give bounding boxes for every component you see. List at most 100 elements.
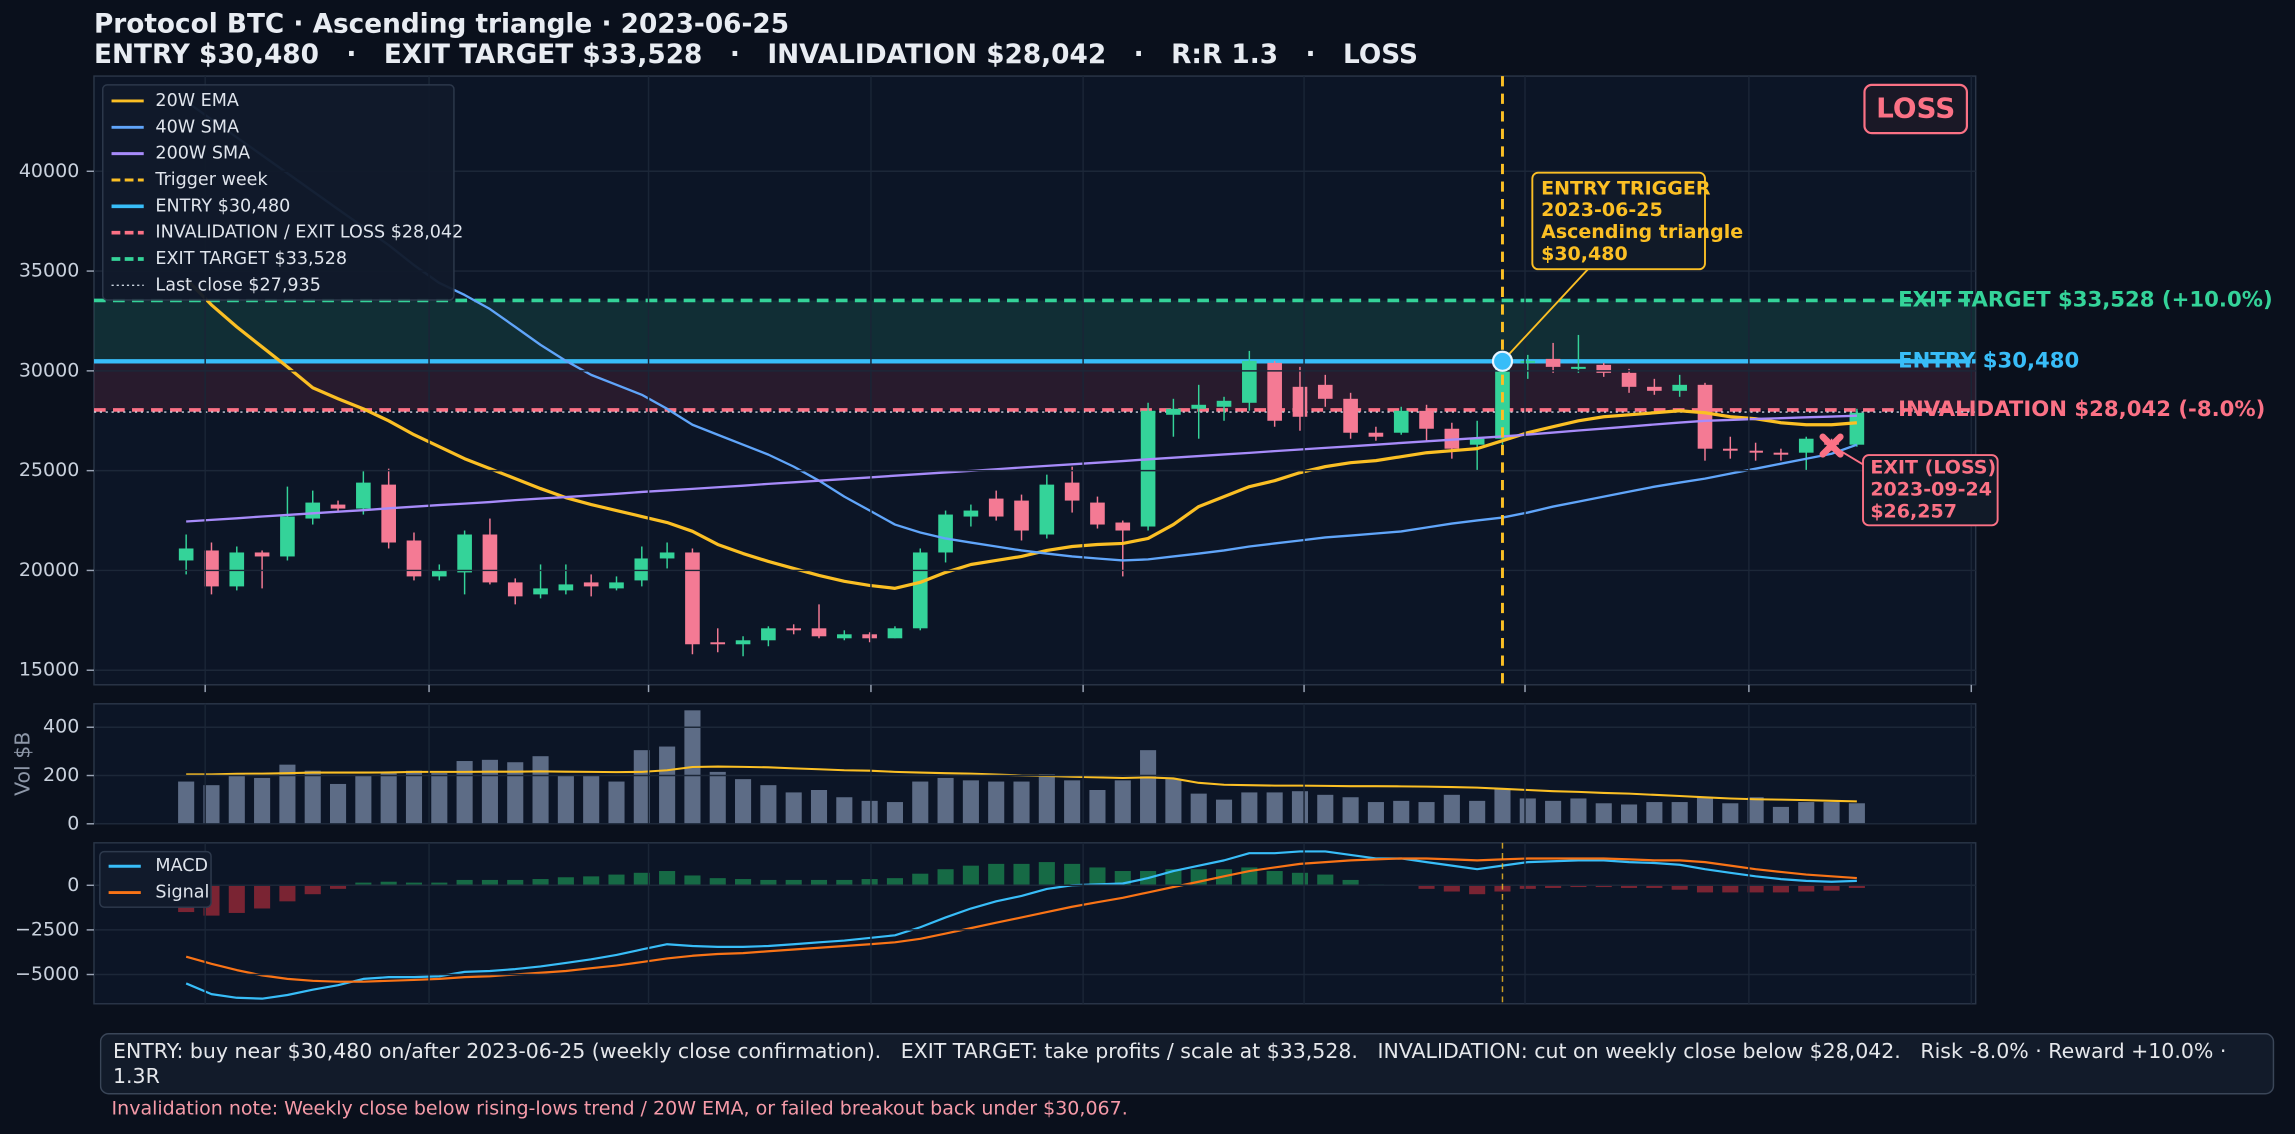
volume-bar — [988, 781, 1005, 824]
volume-bar — [1519, 798, 1536, 824]
volume-bar — [481, 759, 498, 824]
exit-annotation-text: 2023-09-24 — [1870, 479, 1992, 501]
candle-body — [1697, 384, 1713, 449]
candle-body — [558, 584, 574, 591]
volume-bar — [886, 802, 903, 824]
overlay: 15000 20000 25000 30000 35000 40000 0 200 400 0 −2… — [15, 76, 2273, 1004]
entry-connector — [1501, 268, 1589, 362]
legend-label: Last close $27,935 — [155, 275, 320, 295]
macd-hist-bar — [1545, 885, 1562, 888]
macd-hist-bar — [431, 882, 448, 886]
legend-label: Trigger week — [154, 170, 268, 190]
macd-hist-bar — [912, 873, 929, 886]
volume-bar — [709, 771, 726, 824]
volume-bar — [760, 785, 777, 824]
macd-hist-bar — [355, 882, 372, 886]
volume-bar — [456, 761, 473, 824]
macd-hist-bar — [1443, 885, 1460, 892]
volume-bar — [1089, 789, 1106, 824]
legend-label: 20W EMA — [155, 91, 238, 111]
candle-body — [356, 482, 371, 509]
legend-label: ENTRY $30,480 — [155, 196, 290, 216]
candle-body — [431, 570, 447, 577]
y-tick-label: −2500 — [15, 918, 79, 940]
macd-hist-bar — [709, 878, 726, 886]
candle-body — [1191, 404, 1207, 409]
macd-hist-bar — [1013, 863, 1030, 886]
legend-box — [102, 84, 455, 301]
volume-bar — [1646, 802, 1663, 824]
macd-hist-bar — [1291, 872, 1309, 886]
macd-hist-bar — [228, 885, 245, 913]
volume-bar — [785, 792, 802, 824]
candle-body — [1621, 372, 1637, 387]
candle-body — [1140, 410, 1156, 527]
exit-annotation-box — [1862, 454, 1999, 527]
candle-body — [887, 628, 903, 639]
macd-hist-bar — [886, 878, 903, 886]
volume-bar — [279, 764, 296, 824]
macd-hist-bar — [1038, 862, 1055, 886]
macd-hist-bar — [1064, 863, 1081, 886]
volume-bar — [507, 762, 524, 824]
volume-bar — [1418, 802, 1435, 824]
volume-panel — [93, 703, 1977, 825]
macd-hist-bar — [633, 872, 650, 886]
y-tick-label: 15000 — [19, 659, 79, 681]
macd-hist-bar — [1671, 885, 1688, 890]
y-tick-label: 25000 — [19, 459, 79, 481]
candle-body — [988, 498, 1004, 517]
macd-hist-bar — [937, 869, 954, 886]
volume-bar — [1823, 802, 1840, 824]
ma-line — [185, 100, 1858, 562]
macd-hist-bar — [1848, 885, 1865, 888]
macd-hist-bar — [1747, 885, 1764, 893]
volume-bar — [1620, 804, 1638, 824]
ma-line — [185, 277, 1858, 590]
candle-body — [963, 510, 979, 517]
macd-plot — [178, 850, 1865, 1000]
volume-bar — [1570, 798, 1587, 824]
volume-bar — [1038, 774, 1055, 824]
candle-body — [685, 552, 700, 645]
macd-hist-bar — [1620, 885, 1638, 888]
volume-axis-label: Vol $B — [11, 732, 35, 796]
candle-body — [1672, 384, 1687, 391]
macd-hist-bar — [608, 874, 625, 886]
macd-hist-bar — [1823, 885, 1840, 891]
candle-body — [735, 640, 751, 645]
target-zone — [93, 300, 1976, 362]
y-tick-label: 0 — [67, 874, 79, 896]
macd-hist-bar — [1089, 867, 1106, 886]
candle-body — [1115, 522, 1131, 531]
exit-marker — [1819, 433, 1844, 458]
volume-bar — [1215, 799, 1233, 824]
candle-body — [1166, 408, 1181, 415]
candle-body — [659, 552, 675, 559]
volume-bar — [1367, 802, 1384, 824]
entry-annotation-text: $30,480 — [1541, 243, 1628, 265]
candle-body — [1596, 364, 1612, 373]
macd-hist-bar — [861, 879, 878, 886]
macd-hist-bar — [684, 875, 701, 886]
level-tag: INVALIDATION $28,042 (-8.0%) — [1898, 397, 2265, 422]
candle-body — [786, 628, 802, 631]
volume-bar — [355, 775, 372, 824]
candle-body — [1343, 398, 1358, 433]
candle-body — [1267, 362, 1282, 421]
volume-bar — [1798, 802, 1815, 824]
macd-hist-bar — [279, 885, 296, 902]
candle-body — [482, 534, 498, 583]
volume-bar — [1064, 780, 1081, 824]
volume-bar — [254, 777, 271, 824]
macd-hist-bar — [836, 879, 853, 886]
legend-label: Signal — [155, 883, 209, 903]
macd-hist-bar — [735, 879, 752, 886]
macd-hist-bar — [1798, 885, 1815, 892]
legend-label: MACD — [155, 856, 208, 876]
volume-bar — [1342, 797, 1359, 824]
exit-annotation-text: $26,257 — [1870, 501, 1957, 523]
candle-body — [811, 628, 827, 637]
candle-body — [761, 628, 776, 641]
